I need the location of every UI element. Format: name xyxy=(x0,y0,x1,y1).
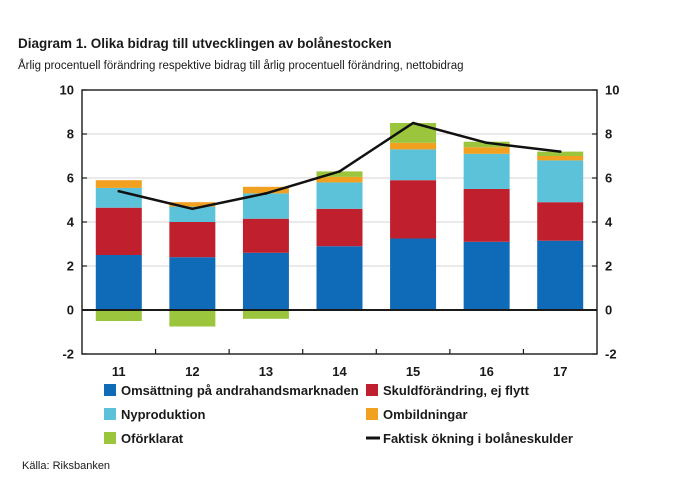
y-left-tick-label-2: 2 xyxy=(67,259,74,274)
legend-label-1: Skuldförändring, ej flytt xyxy=(383,383,530,398)
bar-segment-3-6 xyxy=(537,156,584,161)
legend-swatch-4 xyxy=(104,432,116,444)
legend-label-5: Faktisk ökning i bolåneskulder xyxy=(383,431,573,446)
legend-swatch-2 xyxy=(104,408,116,420)
legend-swatch-3 xyxy=(366,408,378,420)
legend-label-0: Omsättning på andrahandsmarknaden xyxy=(121,383,359,398)
bar-stacks xyxy=(95,123,584,327)
source-note: Källa: Riksbanken xyxy=(22,460,111,472)
y-left-tick-label-4: 6 xyxy=(67,171,74,186)
bar-segment-0-1 xyxy=(169,257,216,310)
y-left-tick-label-0: -2 xyxy=(62,347,74,362)
bar-segment-4-0 xyxy=(95,310,142,321)
legend-swatch-0 xyxy=(104,384,116,396)
bar-segment-4-5 xyxy=(463,141,510,148)
bar-segment-2-5 xyxy=(463,153,510,189)
bar-segment-3-4 xyxy=(390,142,437,150)
bar-segment-4-6 xyxy=(537,151,584,156)
line-point-0 xyxy=(117,189,121,193)
x-tick-label-6: 17 xyxy=(553,364,567,379)
y-right-tick-label-6: 10 xyxy=(605,83,619,98)
line-point-3 xyxy=(338,170,341,173)
line-point-6 xyxy=(558,150,562,153)
legend-label-3: Ombildningar xyxy=(383,407,468,422)
bar-segment-0-5 xyxy=(463,241,510,310)
bar-segment-2-6 xyxy=(537,160,584,203)
bar-segment-1-6 xyxy=(537,202,584,241)
x-tick-label-4: 15 xyxy=(406,364,420,379)
bar-segment-2-3 xyxy=(316,182,363,209)
y-left-tick-label-3: 4 xyxy=(67,215,75,230)
bar-segment-2-4 xyxy=(390,149,437,181)
x-tick-label-2: 13 xyxy=(259,364,273,379)
y-right-tick-label-5: 8 xyxy=(605,127,612,142)
y-right-tick-label-0: -2 xyxy=(605,347,617,362)
bar-segment-1-3 xyxy=(316,208,363,247)
chart-title: Diagram 1. Olika bidrag till utvecklinge… xyxy=(18,36,392,51)
bar-segment-1-4 xyxy=(390,180,437,239)
bar-segment-3-2 xyxy=(242,186,289,194)
bar-segment-1-1 xyxy=(169,222,216,258)
bar-segment-1-5 xyxy=(463,189,510,242)
x-tick-label-3: 14 xyxy=(332,364,347,379)
bar-segment-0-6 xyxy=(537,240,584,310)
x-tick-label-1: 12 xyxy=(185,364,199,379)
x-tick-label-0: 11 xyxy=(112,364,126,379)
x-tick-label-5: 16 xyxy=(479,364,493,379)
line-series xyxy=(117,121,562,211)
bar-segment-1-2 xyxy=(242,218,289,253)
y-right-tick-label-2: 2 xyxy=(605,259,612,274)
y-right-tick-label-1: 0 xyxy=(605,303,612,318)
line-point-4 xyxy=(411,121,415,125)
y-left-tick-label-5: 8 xyxy=(67,127,74,142)
bar-segment-0-4 xyxy=(390,238,437,310)
bar-segment-4-4 xyxy=(390,123,437,143)
bar-segment-0-2 xyxy=(242,252,289,310)
legend-swatch-1 xyxy=(366,384,378,396)
bar-segment-3-3 xyxy=(316,176,363,183)
y-left-tick-label-1: 0 xyxy=(67,303,74,318)
bar-segment-0-3 xyxy=(316,246,363,310)
bar-segment-4-3 xyxy=(316,171,363,177)
bar-segment-4-1 xyxy=(169,310,216,327)
bar-segment-0-0 xyxy=(95,255,142,310)
y-right-tick-label-4: 6 xyxy=(605,171,612,186)
y-left-tick-label-6: 10 xyxy=(60,83,74,98)
legend: Omsättning på andrahandsmarknaden Skuldfö… xyxy=(104,383,573,446)
y-right-tick-label-3: 4 xyxy=(605,215,613,230)
x-axis: 11 12 13 14 15 16 17 xyxy=(112,349,567,379)
y-axis-right: -2 0 2 4 6 8 10 xyxy=(592,83,619,362)
y-axis-left: -2 0 2 4 6 8 10 xyxy=(60,83,87,362)
bar-segment-2-1 xyxy=(169,206,216,222)
bar-segment-3-5 xyxy=(463,147,510,154)
line-point-1 xyxy=(191,207,194,211)
bar-segment-3-0 xyxy=(95,180,142,188)
bar-segment-4-2 xyxy=(242,310,289,319)
legend-label-2: Nyproduktion xyxy=(121,407,206,422)
line-point-2 xyxy=(264,192,268,195)
legend-label-4: Oförklarat xyxy=(121,431,184,446)
bar-segment-1-0 xyxy=(95,207,142,255)
line-point-5 xyxy=(485,141,488,145)
bar-segment-3-1 xyxy=(169,202,216,207)
chart-subtitle: Årlig procentuell förändring respektive … xyxy=(18,60,464,72)
